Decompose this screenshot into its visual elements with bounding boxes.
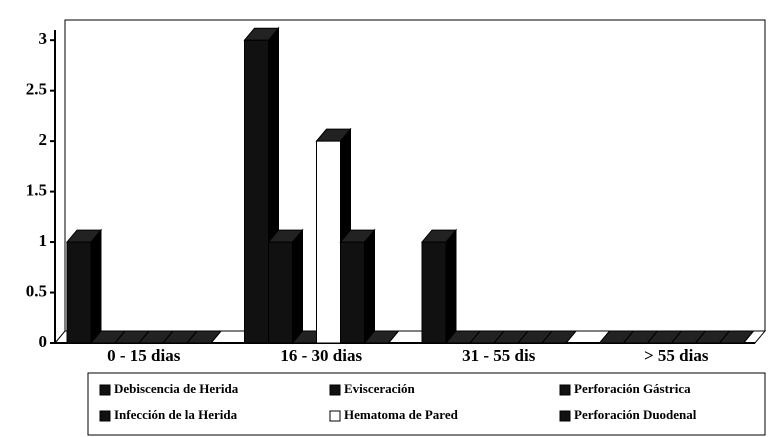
legend-swatch: [329, 410, 341, 422]
bar: [185, 330, 223, 344]
legend-label: Perforación Gástrica: [574, 381, 691, 396]
legend-label: Evisceración: [344, 381, 416, 396]
legend-swatch: [559, 410, 571, 422]
legend-swatch: [99, 410, 111, 422]
y-tick-label: 0: [39, 332, 48, 351]
legend-label: Infección de la Herida: [114, 407, 238, 422]
legend-swatch: [99, 384, 111, 396]
legend-swatch: [329, 384, 341, 396]
legend-label: Perforación Duodenal: [574, 407, 697, 422]
x-tick-label: 0 - 15 dias: [107, 346, 181, 365]
legend-label: Hematoma de Pared: [344, 407, 459, 422]
x-tick-label: 16 - 30 dias: [280, 346, 362, 365]
y-tick-label: 2: [39, 130, 48, 149]
y-tick-label: 3: [39, 29, 48, 48]
x-tick-label: > 55 dias: [644, 346, 709, 365]
y-tick-label: 0.5: [26, 281, 47, 300]
x-tick-label: 31 - 55 dis: [462, 346, 536, 365]
legend-label: Debiscencia de Herida: [114, 381, 239, 396]
bar: [420, 228, 458, 345]
legend-box: [87, 372, 766, 436]
y-tick-label: 2.5: [26, 80, 47, 99]
bar: [363, 330, 400, 344]
bar: [267, 228, 304, 345]
y-tick-label: 1.5: [26, 181, 47, 200]
bar: [718, 330, 755, 344]
bar: [65, 228, 103, 345]
bar: [339, 228, 376, 345]
back-wall: [64, 19, 766, 332]
y-tick-label: 1: [39, 231, 48, 250]
bar: [540, 330, 578, 344]
legend-swatch: [559, 384, 571, 396]
